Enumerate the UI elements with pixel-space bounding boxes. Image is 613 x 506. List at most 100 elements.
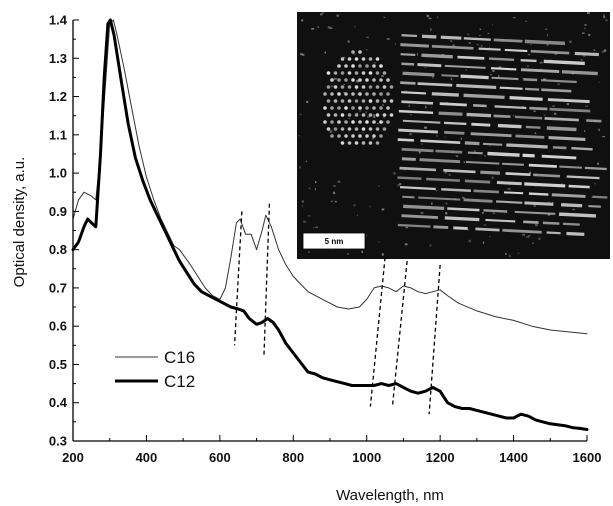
lattice-fringe: [478, 47, 501, 51]
lattice-fringe: [401, 62, 415, 66]
lattice-fringe: [447, 207, 480, 212]
series-line-c12: [71, 18, 589, 431]
inset-noise: [333, 191, 336, 195]
lattice-dot: [361, 71, 366, 75]
dashed-guides: [233, 203, 441, 415]
lattice-fringe: [453, 226, 468, 230]
lattice-fringe: [524, 39, 566, 46]
lattice-dot: [351, 92, 355, 96]
lattice-dot: [344, 134, 348, 138]
inset-noise: [482, 241, 485, 244]
inset-noise: [498, 105, 502, 107]
inset-noise: [301, 200, 304, 203]
lattice-fringe: [586, 119, 602, 123]
lattice-dot: [389, 113, 394, 117]
inset-noise: [584, 130, 586, 132]
lattice-dot: [323, 92, 327, 96]
lattice-fringe: [418, 196, 461, 201]
inset-noise: [501, 39, 504, 42]
x-tick-label: 200: [62, 450, 84, 465]
scale-bar-label: 5 nm: [325, 237, 344, 246]
inset-noise: [603, 49, 607, 52]
lattice-dot: [333, 99, 338, 103]
lattice-dot: [382, 85, 387, 89]
inset-noise: [489, 235, 491, 238]
inset-noise: [521, 106, 524, 108]
lattice-fringe: [398, 128, 438, 134]
inset-noise: [431, 202, 433, 205]
inset-noise: [455, 155, 459, 157]
legend-label-c12: C12: [164, 372, 195, 391]
inset-noise: [322, 12, 324, 15]
dashed-guide-line: [233, 211, 243, 346]
inset-noise: [408, 104, 410, 108]
inset-noise: [303, 220, 306, 223]
inset-noise: [432, 75, 434, 79]
y-tick-label: 0.3: [49, 434, 67, 449]
lattice-fringe: [541, 88, 572, 93]
inset-noise: [532, 242, 534, 244]
inset-noise: [393, 172, 396, 175]
inset-noise: [436, 134, 438, 137]
lattice-fringe: [528, 163, 557, 168]
lattice-fringe: [421, 34, 437, 39]
inset-noise: [550, 59, 552, 62]
inset-noise: [594, 182, 596, 185]
inset-noise: [547, 33, 549, 37]
inset-noise: [509, 254, 511, 258]
lattice-dot: [386, 78, 390, 82]
inset-noise: [522, 77, 524, 79]
lattice-fringe: [456, 83, 497, 89]
lattice-fringe: [485, 218, 516, 223]
inset-noise: [333, 185, 336, 187]
inset-noise: [366, 234, 368, 237]
lattice-fringe: [466, 160, 500, 165]
inset-noise: [489, 46, 491, 49]
lattice-fringe: [397, 176, 422, 180]
inset-noise: [377, 122, 379, 125]
x-tick-label: 800: [282, 450, 304, 465]
lattice-dot: [365, 78, 369, 82]
lattice-fringe: [480, 170, 500, 175]
inset-noise: [357, 92, 360, 96]
lattice-fringe: [584, 166, 607, 171]
lattice-fringe: [460, 74, 489, 80]
inset-noise: [329, 130, 333, 133]
inset-noise: [491, 176, 494, 180]
lattice-fringe: [426, 177, 460, 182]
y-tick-label: 0.6: [49, 319, 67, 334]
lattice-fringe: [509, 96, 543, 101]
lattice-fringe: [443, 169, 476, 174]
inset-noise: [356, 112, 359, 115]
y-tick-label: 1.4: [49, 13, 68, 28]
inset-noise: [373, 115, 376, 118]
inset-noise: [566, 103, 570, 106]
lattice-fringe: [514, 115, 543, 120]
inset-noise: [372, 136, 374, 140]
lattice-fringe: [487, 151, 520, 157]
lattice-dot: [386, 106, 390, 110]
inset-noise: [468, 42, 471, 45]
lattice-fringe: [525, 87, 540, 91]
y-tick-label: 1.2: [49, 89, 67, 104]
inset-noise: [336, 14, 340, 17]
inset-noise: [528, 235, 531, 237]
lattice-dot: [386, 120, 390, 124]
lattice-fringe: [443, 121, 467, 126]
inset-noise: [598, 128, 600, 132]
dashed-guide-line: [428, 264, 441, 415]
lattice-dot: [382, 71, 387, 75]
inset-noise: [404, 243, 408, 246]
inset-noise: [448, 83, 450, 86]
inset-noise: [489, 74, 492, 76]
inset-noise: [383, 116, 385, 119]
lattice-fringe: [401, 91, 426, 95]
lattice-dot: [354, 85, 359, 89]
inset-noise: [543, 114, 546, 117]
inset-noise: [397, 184, 400, 187]
inset-noise: [535, 173, 538, 176]
inset-noise: [441, 54, 444, 56]
lattice-dot: [330, 106, 334, 110]
lattice-dot: [375, 57, 380, 61]
lattice-dot: [347, 99, 352, 103]
